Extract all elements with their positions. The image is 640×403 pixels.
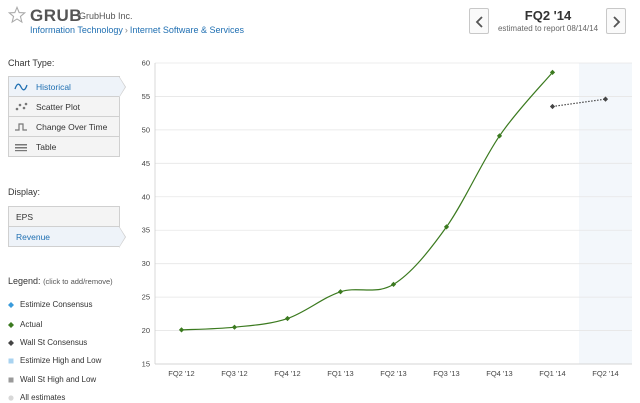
chart-type-label-change: Change Over Time: [36, 122, 108, 132]
legend-marker-icon: [8, 340, 14, 346]
company-name: GrubHub Inc.: [79, 11, 133, 21]
x-tick-label: FQ3 '12: [221, 369, 247, 378]
y-tick-label: 20: [142, 326, 150, 335]
quarter-title: FQ2 '14: [524, 8, 572, 23]
display-revenue[interactable]: Revenue: [8, 226, 126, 248]
y-tick-label: 25: [142, 293, 150, 302]
breadcrumb: Information Technology › Internet Software…: [30, 25, 244, 35]
data-point: [549, 103, 556, 110]
series-line: [181, 71, 553, 331]
next-quarter-button[interactable]: [606, 8, 626, 34]
table-icon: [15, 144, 27, 152]
display-label: Display:: [8, 187, 41, 197]
legend-title: Legend: (click to add/remove): [8, 276, 113, 286]
x-tick-label: FQ1 '14: [539, 369, 565, 378]
x-tick-label: FQ1 '13: [327, 369, 353, 378]
data-point: [602, 96, 609, 102]
legend-item-label: Estimize High and Low: [20, 356, 102, 365]
x-tick-label: FQ2 '13: [380, 369, 406, 378]
legend-item-label: Actual: [20, 320, 43, 329]
y-tick-label: 55: [142, 92, 150, 101]
legend-hint: (click to add/remove): [43, 277, 113, 286]
display-label-eps: EPS: [16, 212, 34, 222]
y-tick-label: 50: [142, 125, 150, 134]
breadcrumb-industry[interactable]: Internet Software & Services: [129, 25, 244, 35]
data-point: [443, 224, 450, 230]
scatter-icon: [15, 102, 28, 111]
data-point: [496, 133, 503, 139]
y-tick-label: 45: [142, 159, 150, 168]
chart-type-label-scatter: Scatter Plot: [36, 102, 80, 112]
x-tick-label: FQ4 '12: [274, 369, 300, 378]
x-tick-label: FQ3 '13: [433, 369, 459, 378]
chart-type-change[interactable]: Change Over Time: [8, 116, 120, 137]
y-tick-label: 35: [142, 226, 150, 235]
legend-item-label: Wall St Consensus: [20, 338, 88, 347]
legend-marker-icon: [8, 322, 14, 328]
revenue-chart: 15 20 25 30 35 40 45 50 55 60 FQ2 '12 FQ3 '12 FQ4 '1…: [142, 59, 632, 378]
legend-marker-icon: [8, 358, 14, 364]
chart-type-label-historical: Historical: [36, 82, 71, 92]
display-label-revenue: Revenue: [16, 232, 51, 242]
x-tick-label: FQ2 '14: [592, 369, 618, 378]
legend-item-label: Estimize Consensus: [20, 300, 93, 309]
legend-heading: Legend:: [8, 276, 41, 286]
chart-type-group: Historical Scatter Plot Change Over Time…: [8, 76, 126, 157]
previous-quarter-button[interactable]: [469, 8, 489, 34]
header: GRUB GrubHub Inc. Information Technology…: [0, 0, 640, 48]
chart-type-label-table: Table: [36, 142, 57, 152]
x-tick-label: FQ4 '13: [486, 369, 512, 378]
data-point: [284, 315, 291, 322]
data-point: [549, 69, 556, 75]
chart-type-label: Chart Type:: [8, 58, 55, 68]
breadcrumb-sector[interactable]: Information Technology: [30, 25, 123, 35]
y-tick-label: 30: [142, 259, 150, 268]
forecast-highlight: [579, 63, 632, 364]
y-tick-label: 60: [142, 59, 150, 68]
chart-type-scatter[interactable]: Scatter Plot: [8, 96, 120, 117]
chevron-right-icon: [613, 16, 621, 28]
y-tick-label: 40: [142, 192, 150, 201]
chevron-left-icon: [475, 16, 483, 28]
step-icon: [15, 123, 27, 131]
data-point: [390, 281, 397, 288]
legend-item-label: Wall St High and Low: [20, 375, 97, 384]
legend-marker-icon: [8, 302, 14, 308]
chart-type-historical[interactable]: Historical: [8, 76, 126, 98]
display-group: EPS Revenue: [8, 206, 126, 248]
report-date: estimated to report 08/14/14: [497, 24, 599, 33]
y-tick-label: 15: [142, 360, 150, 369]
breadcrumb-separator: ›: [124, 25, 128, 35]
legend-marker-icon: [8, 395, 14, 401]
chart-type-table[interactable]: Table: [8, 136, 120, 157]
legend-marker-icon: [8, 377, 14, 383]
ticker-symbol: GRUB: [30, 6, 83, 25]
data-point: [178, 327, 185, 333]
legend-item-label: All estimates: [20, 393, 66, 402]
display-eps[interactable]: EPS: [8, 206, 120, 227]
star-icon[interactable]: [8, 6, 26, 24]
data-point: [231, 324, 238, 330]
wave-icon: [14, 83, 28, 91]
x-tick-label: FQ2 '12: [168, 369, 194, 378]
data-point: [337, 289, 344, 295]
